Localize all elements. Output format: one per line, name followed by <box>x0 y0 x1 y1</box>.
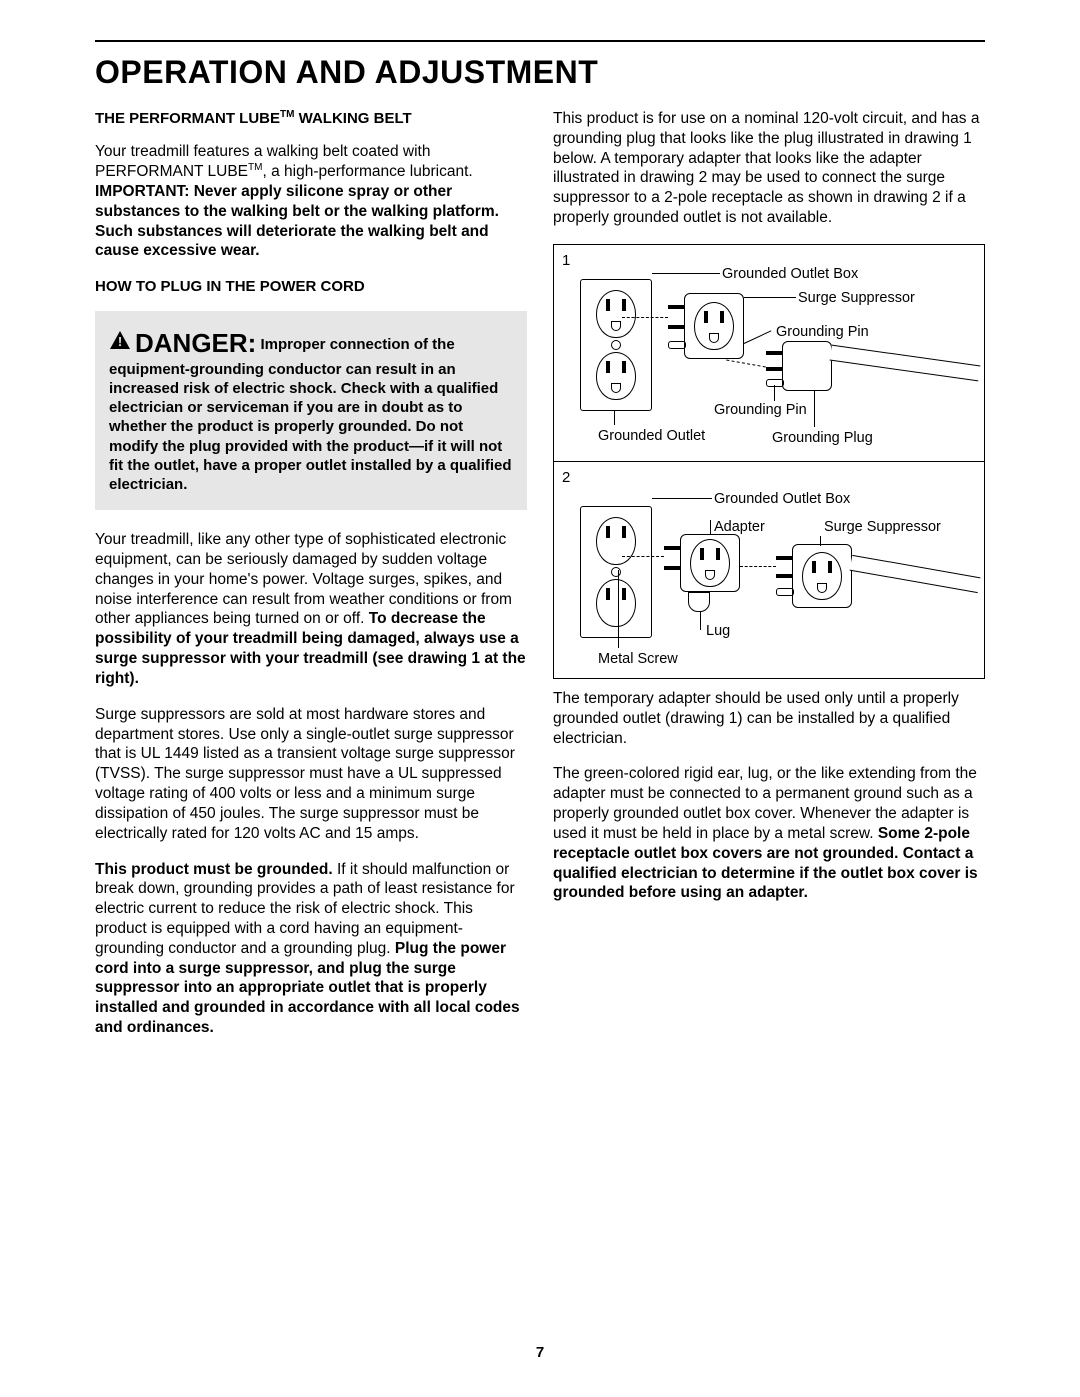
prong-icon <box>668 305 684 309</box>
trademark: TM <box>248 162 262 173</box>
label-surge-suppressor: Surge Suppressor <box>824 518 941 537</box>
para-surge-intro: Your treadmill, like any other type of s… <box>95 530 527 689</box>
label-adapter: Adapter <box>714 518 765 537</box>
outlet-socket-icon <box>694 302 734 350</box>
adapter-icon <box>680 534 740 592</box>
surge-suppressor-icon <box>792 544 852 608</box>
para-lube-b: , a high-performance lubricant. <box>262 163 472 180</box>
prong-icon <box>668 325 684 329</box>
subhead-lube-tail: WALKING BELT <box>294 110 411 127</box>
lug-icon <box>688 592 710 612</box>
prong-icon <box>664 566 680 570</box>
warning-icon: ! <box>109 330 131 355</box>
para-adapter-ground: The green-colored rigid ear, lug, or the… <box>553 764 985 903</box>
surge-suppressor-icon <box>684 293 744 359</box>
para-grounding-bold1: This product must be grounded. <box>95 861 333 878</box>
outlet-plate-icon <box>580 279 652 411</box>
prong-icon <box>776 574 792 578</box>
prong-icon <box>776 556 792 560</box>
outlet-plate-icon <box>580 506 652 638</box>
label-grounding-plug: Grounding Plug <box>772 429 873 448</box>
label-lug: Lug <box>706 622 730 641</box>
prong-icon <box>766 367 782 371</box>
para-lube-bold: IMPORTANT: Never apply silicone spray or… <box>95 183 499 259</box>
page-number: 7 <box>0 1344 1080 1361</box>
diagram-panel-2: 2 <box>554 462 984 678</box>
screw-icon <box>611 567 621 577</box>
danger-word: DANGER: <box>135 328 256 358</box>
grounding-plug-icon <box>782 341 832 391</box>
ground-pin-icon <box>776 588 794 596</box>
danger-callout: ! DANGER: Improper connection of the equ… <box>95 311 527 511</box>
trademark: TM <box>280 109 294 120</box>
label-grounding-pin: Grounding Pin <box>714 401 807 420</box>
screw-icon <box>611 340 621 350</box>
outlet-socket-icon <box>690 539 730 587</box>
right-column: This product is for use on a nominal 120… <box>553 109 985 1054</box>
prong-icon <box>766 351 782 355</box>
label-grounded-outlet-box: Grounded Outlet Box <box>714 490 850 509</box>
page-title: OPERATION AND ADJUSTMENT <box>95 54 985 91</box>
left-column: THE PERFORMANT LUBETM WALKING BELT Your … <box>95 109 527 1054</box>
panel-number: 2 <box>562 468 570 487</box>
label-surge-suppressor: Surge Suppressor <box>798 289 915 308</box>
label-metal-screw: Metal Screw <box>598 650 678 669</box>
subhead-lube-text: THE PERFORMANT LUBE <box>95 110 280 127</box>
para-temp-adapter: The temporary adapter should be used onl… <box>553 689 985 748</box>
para-circuit: This product is for use on a nominal 120… <box>553 109 985 228</box>
ground-pin-icon <box>668 341 686 349</box>
outlet-socket-icon <box>596 352 636 400</box>
panel-number: 1 <box>562 251 570 270</box>
outlet-socket-icon <box>596 517 636 565</box>
subhead-lube: THE PERFORMANT LUBETM WALKING BELT <box>95 109 527 128</box>
danger-text: Improper connection of the equipment-gro… <box>109 336 512 493</box>
outlet-socket-icon <box>596 290 636 338</box>
subhead-plug: HOW TO PLUG IN THE POWER CORD <box>95 277 527 296</box>
svg-text:!: ! <box>118 334 122 349</box>
para-grounding: This product must be grounded. If it sho… <box>95 860 527 1038</box>
para-surge-spec: Surge suppressors are sold at most hardw… <box>95 705 527 844</box>
wiring-diagram: 1 <box>553 244 985 679</box>
outlet-socket-icon <box>596 579 636 627</box>
label-grounded-outlet-box: Grounded Outlet Box <box>722 265 858 284</box>
diagram-panel-1: 1 <box>554 245 984 462</box>
prong-icon <box>664 546 680 550</box>
label-grounding-pin: Grounding Pin <box>776 323 869 342</box>
outlet-socket-icon <box>802 552 842 600</box>
para-lube: Your treadmill features a walking belt c… <box>95 142 527 261</box>
ground-pin-icon <box>766 379 784 387</box>
label-grounded-outlet: Grounded Outlet <box>598 427 705 446</box>
